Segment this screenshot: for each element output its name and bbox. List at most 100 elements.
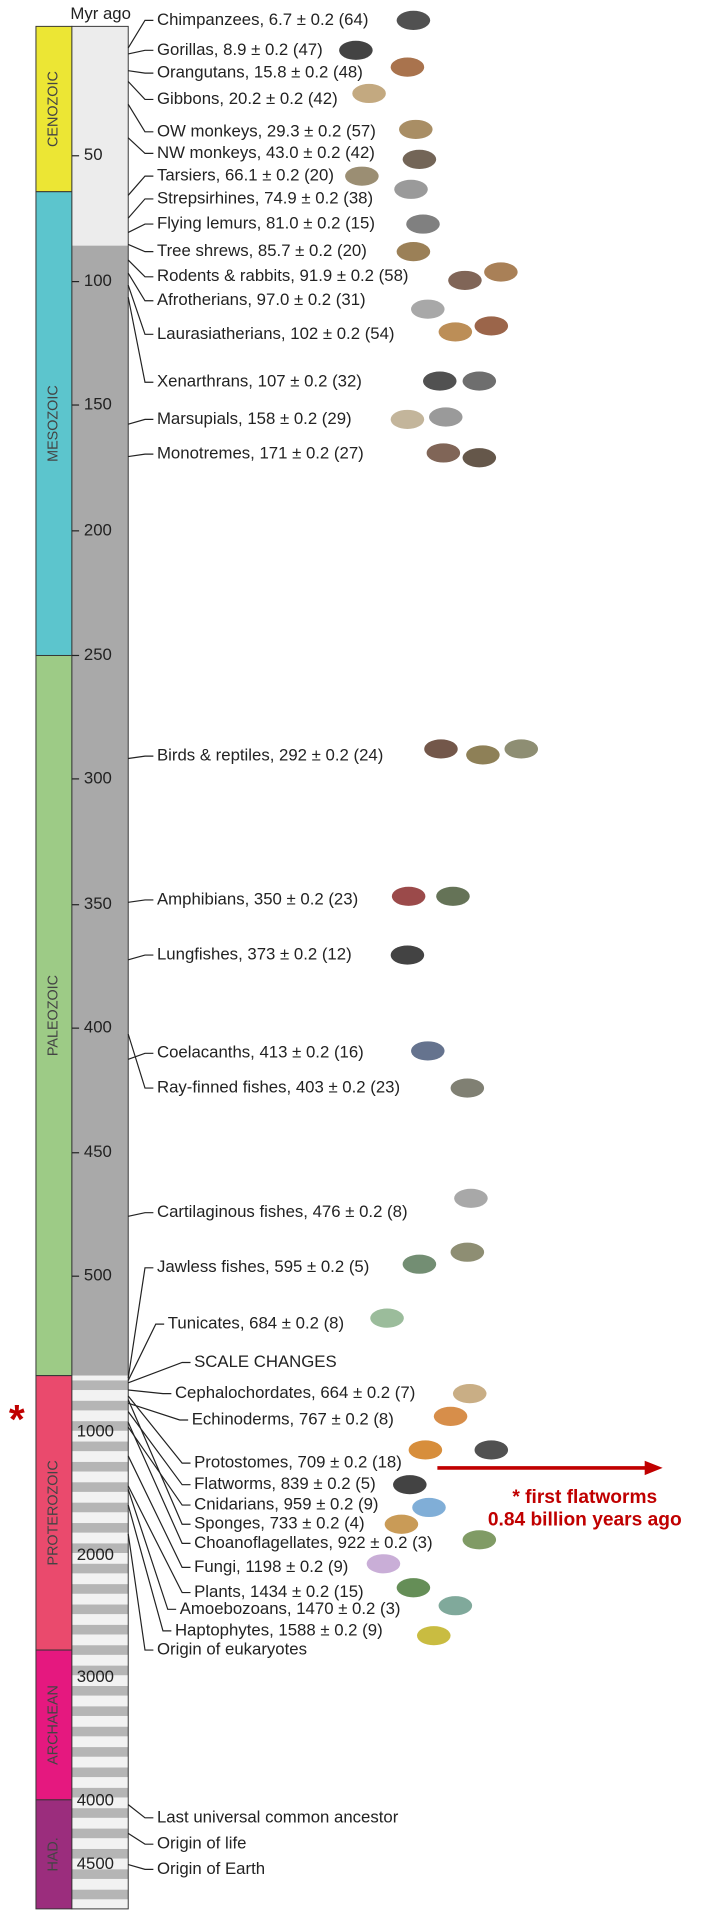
leader-line (128, 1362, 190, 1382)
clade-label: Amphibians, 350 ± 0.2 (23) (157, 889, 358, 908)
clade-label: Orangutans, 15.8 ± 0.2 (48) (157, 63, 363, 82)
scale-stripe (72, 1645, 128, 1655)
clade-label: Origin of life (157, 1834, 246, 1853)
clade-label: Haptophytes, 1588 ± 0.2 (9) (175, 1620, 383, 1639)
organism-icon (504, 739, 538, 758)
clade-label: Echinoderms, 767 ± 0.2 (8) (192, 1409, 394, 1428)
scale-stripe (72, 1727, 128, 1737)
figure-body: Myr ago CENOZOICMESOZOICPALEOZOICPROTERO… (9, 4, 682, 1909)
axis-label: Myr ago (70, 4, 131, 23)
tick-label: 4000 (77, 1790, 114, 1809)
leader-line (128, 955, 153, 960)
era-name: PROTEROZOIC (46, 1460, 62, 1565)
scale-stripe (72, 1686, 128, 1696)
era-name: PALEOZOIC (46, 975, 62, 1056)
organism-icon (463, 1530, 497, 1549)
clade-label: Gorillas, 8.9 ± 0.2 (47) (157, 40, 323, 59)
clade-label: OW monkeys, 29.3 ± 0.2 (57) (157, 121, 376, 140)
organism-icon (391, 58, 425, 77)
clade-label: Origin of eukaryotes (157, 1639, 307, 1658)
clade-label: Xenarthrans, 107 ± 0.2 (32) (157, 372, 362, 391)
tick-label: 50 (84, 145, 103, 164)
era-name: ARCHAEAN (46, 1685, 62, 1765)
organism-icon (392, 887, 426, 906)
scale-stripe (72, 1380, 128, 1390)
clade-label: Gibbons, 20.2 ± 0.2 (42) (157, 89, 338, 108)
clade-label: SCALE CHANGES (194, 1352, 337, 1371)
tick-label: 400 (84, 1018, 112, 1037)
clade-label: Cephalochordates, 664 ± 0.2 (7) (175, 1383, 415, 1402)
leader-line (128, 1865, 153, 1870)
clade-label: Last universal common ancestor (157, 1807, 399, 1826)
scale-stripe (72, 1584, 128, 1594)
organism-icon (352, 84, 386, 103)
organism-icon (397, 11, 431, 30)
clade-label: Protostomes, 709 ± 0.2 (18) (194, 1453, 402, 1472)
organism-icon (451, 1078, 485, 1097)
organism-icon (453, 1384, 487, 1403)
organism-icon (424, 739, 458, 758)
clade-label: NW monkeys, 43.0 ± 0.2 (42) (157, 143, 375, 162)
leader-line (128, 260, 153, 277)
leader-line (128, 138, 153, 154)
leader-line (128, 1403, 188, 1420)
organism-icon (403, 150, 437, 169)
clade-label: Flatworms, 839 ± 0.2 (5) (194, 1474, 376, 1493)
leader-line (128, 454, 153, 456)
tick-label: 150 (84, 394, 112, 413)
scale-stripe (72, 1747, 128, 1757)
clade-label: Ray-finned fishes, 403 ± 0.2 (23) (157, 1077, 400, 1096)
organism-icon (463, 448, 497, 467)
clade-label: Jawless fishes, 595 ± 0.2 (5) (157, 1257, 369, 1276)
clade-label: Sponges, 733 ± 0.2 (4) (194, 1514, 364, 1533)
leader-line (128, 419, 153, 424)
organism-icon (475, 1440, 509, 1459)
leader-line (128, 104, 153, 132)
organism-icon (429, 407, 463, 426)
tick-label: 1000 (77, 1421, 114, 1440)
organism-icon (399, 120, 433, 139)
scale-stripe (72, 1890, 128, 1900)
tick-label: 250 (84, 645, 112, 664)
organism-icon (345, 167, 379, 186)
clade-label: Choanoflagellates, 922 ± 0.2 (3) (194, 1533, 433, 1552)
organism-icon (370, 1309, 404, 1328)
organism-icon (397, 242, 431, 261)
organism-icon (463, 371, 497, 390)
leader-line (128, 1268, 153, 1378)
organism-icon (439, 1596, 473, 1615)
organism-icon (423, 371, 457, 390)
organism-icon (484, 262, 518, 281)
organism-icon (448, 271, 482, 290)
leader-line (128, 20, 153, 48)
tick-label: 200 (84, 520, 112, 539)
organism-icon (427, 443, 461, 462)
tick-label: 2000 (77, 1545, 114, 1564)
tick-label: 450 (84, 1142, 112, 1161)
scale-stripe (72, 1401, 128, 1411)
clade-label: Chimpanzees, 6.7 ± 0.2 (64) (157, 10, 368, 29)
leader-line (128, 900, 153, 902)
organism-icon (367, 1554, 401, 1573)
era-name: HAD. (46, 1837, 62, 1871)
tick-label: 350 (84, 894, 112, 913)
leader-line (128, 1034, 153, 1088)
clade-label: Cartilaginous fishes, 476 ± 0.2 (8) (157, 1202, 408, 1221)
leader-line (128, 176, 153, 195)
leader-line (128, 1805, 153, 1818)
organism-icon (339, 41, 373, 60)
timeline-figure: Myr ago CENOZOICMESOZOICPALEOZOICPROTERO… (0, 0, 719, 1910)
clade-label: Laurasiatherians, 102 ± 0.2 (54) (157, 324, 395, 343)
organism-icon (411, 1041, 445, 1060)
clade-label: Birds & reptiles, 292 ± 0.2 (24) (157, 746, 383, 765)
organism-icon (397, 1578, 431, 1597)
clade-label: Amoebozoans, 1470 ± 0.2 (3) (180, 1599, 401, 1618)
scale-stripe (72, 1523, 128, 1533)
leader-line (128, 1390, 171, 1394)
organism-icon (391, 945, 425, 964)
clade-label: Lungfishes, 373 ± 0.2 (12) (157, 944, 352, 963)
organism-icon (454, 1189, 488, 1208)
leader-line (128, 285, 153, 334)
era-name: CENOZOIC (46, 71, 62, 147)
scale-stripe (72, 1503, 128, 1513)
